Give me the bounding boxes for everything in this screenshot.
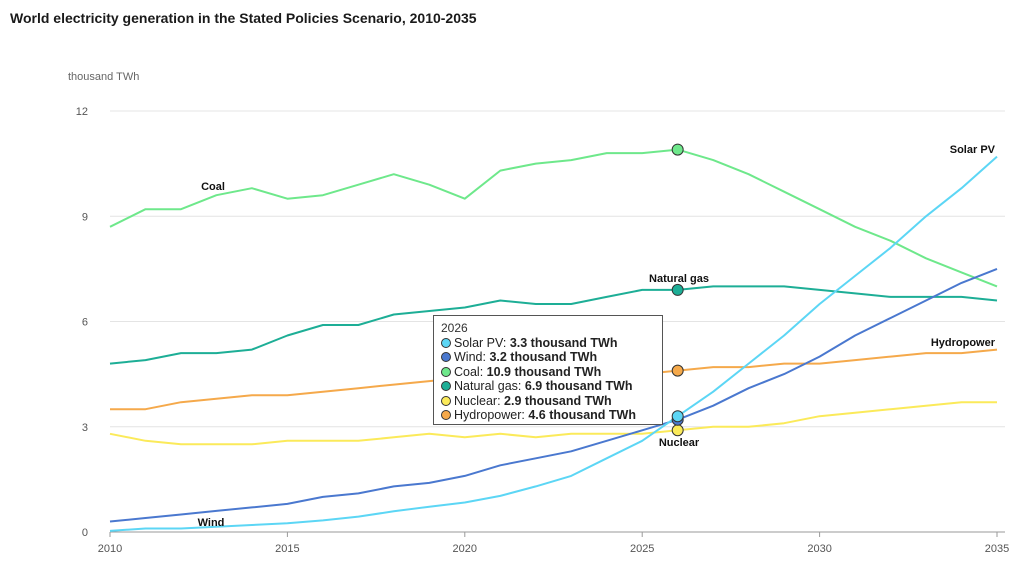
tooltip-series-label: Coal: [454,364,487,379]
tooltip-series-value: 6.9 thousand TWh [524,379,633,393]
series-labels: Coal Natural gas Hydropower Nuclear Wind Sola… [198,144,996,529]
legend-dot-icon [441,395,451,406]
series-label-nuclear: Nuclear [659,437,700,449]
y-tick-label: 0 [82,527,88,539]
chart-title: World electricity generation in the Stat… [10,10,477,26]
series-line-wind [109,267,998,523]
y-tick-label: 9 [82,211,88,223]
x-tick-label: 2020 [453,543,477,555]
tooltip-row: Solar PV: 3.3 thousand TWh [441,336,655,351]
tooltip-row: Nuclear: 2.9 thousand TWh [441,394,655,409]
tooltip-series-value: 4.6 thousand TWh [528,408,636,422]
series-line-nuclear [109,401,997,446]
tooltip-series-label: Natural gas: [454,379,525,393]
x-tick-label: 2010 [98,543,122,555]
y-tick-label: 3 [82,422,88,434]
tooltip-year: 2026 [441,321,468,335]
series-label-coal: Coal [201,181,225,193]
series-line-coal [109,148,998,288]
series-label-natural-gas: Natural gas [649,273,709,285]
x-tick-label: 2030 [807,543,831,555]
hover-marker-natural-gas [671,283,684,296]
x-tick-label: 2025 [630,543,654,555]
series-line-solar-pv [109,155,998,532]
legend-dot-icon [441,366,451,377]
y-tick-label: 6 [82,317,88,329]
tooltip-series-label: Wind: [454,350,490,364]
series-label-wind: Wind [198,517,225,529]
legend-dot-icon [441,381,451,391]
tooltip-series-value: 3.2 thousand TWh [489,350,598,364]
series-lines [109,148,998,532]
tooltip: 2026 Solar PV: 3.3 thousand TWh Wind: 3.2… [433,315,663,425]
legend-dot-icon [441,410,451,420]
tooltip-row: Natural gas: 6.9 thousand TWh [441,379,655,394]
tooltip-row: Hydropower: 4.6 thousand TWh [441,408,655,423]
series-line-natural-gas [109,285,998,365]
series-label-solar-pv: Solar PV [950,144,996,156]
tooltip-rows: Solar PV: 3.3 thousand TWh Wind: 3.2 thou… [441,336,655,423]
tooltip-row: Coal: 10.9 thousand TWh [441,365,655,380]
tooltip-series-label: Hydropower: [454,408,529,422]
x-tick-label: 2015 [275,543,299,555]
axes: 0 3 6 9 12 2010 2015 2020 2025 2030 2035 [76,106,1009,555]
hover-marker-nuclear [671,424,684,437]
tooltip-series-value: 3.3 thousand TWh [509,335,618,350]
hover-marker-hydropower [671,364,684,377]
series-label-hydropower: Hydropower [931,337,996,349]
legend-dot-icon [441,337,451,348]
tooltip-series-label: Solar PV: [454,335,510,350]
y-tick-label: 12 [76,106,88,118]
hover-marker-solar-pv [671,410,684,423]
tooltip-series-value: 2.9 thousand TWh [504,393,612,408]
y-axis-unit-label: thousand TWh [68,71,140,83]
x-tick-label: 2035 [985,543,1009,555]
hover-marker-coal [671,143,684,156]
legend-dot-icon [441,352,451,362]
hover-markers [671,143,684,437]
tooltip-series-label: Nuclear: [454,393,505,408]
tooltip-row: Wind: 3.2 thousand TWh [441,350,655,365]
tooltip-series-value: 10.9 thousand TWh [486,364,602,379]
